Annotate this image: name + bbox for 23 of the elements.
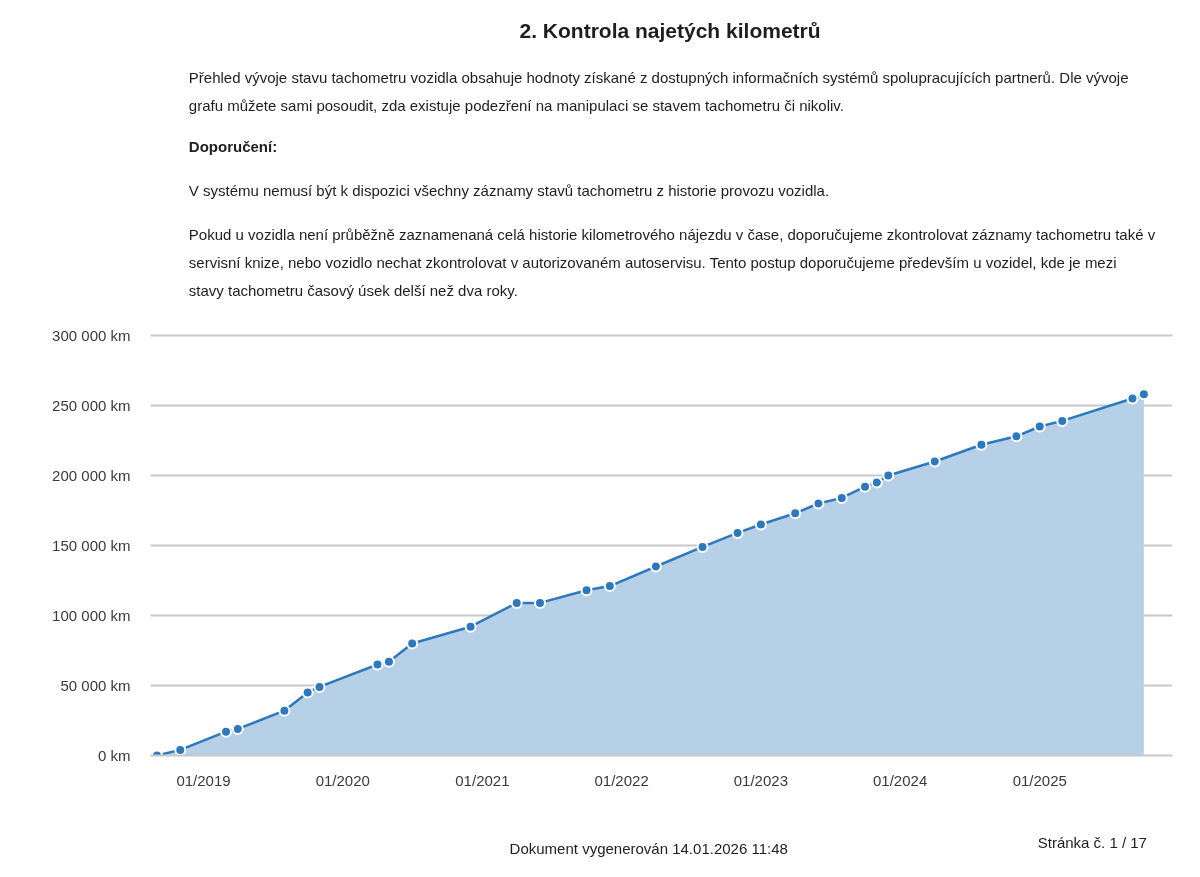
text: Stránka č. 1 / 17 [1037,834,1147,851]
chart-title: 2. Kontrola najetých kilometrů [519,19,821,42]
y-tick-label: 0 km [98,747,131,764]
point [870,476,883,489]
x-tick-label: 01/2024 [873,771,928,789]
text: Přehled vývoje stavu tachometru vozidla obsahuje hodnoty získané z dostupných informačních systémů spolupracujících partnerů. Dle vývoje grafu můžete sami posoudit, zda existuje podezření na manipulaci se stavem tachometru či nikoliv. [188,68,1129,114]
x-tick-label: 01/2025 [1012,771,1067,789]
x-tick-label: 01/2023 [733,771,788,789]
x-tick-label: 01/2021 [455,771,510,789]
y-tick-label: 100 000 km [52,607,131,624]
y-tick-label: 200 000 km [52,467,131,484]
x-tick-label: 01/2019 [176,771,231,789]
text: Doporučení: [188,137,278,155]
y-tick-label: 50 000 km [60,677,131,694]
x-tick-label: 01/2022 [594,771,649,789]
text: Dokument vygenerován 14.01.2026 11:48 [509,840,788,857]
text: Pokud u vozidla není průběžně zaznamenaná celá historie kilometrového nájezdu v čase, doporučujeme zkontrolovat záznamy tachometru také v servisní knize, nebo vozidlo nechat zkontrolovat v autorizovaném autoservisu. Tento postup doporučujeme především u vozidel, kde je mezi stavy tachometru časový úsek delší než dva roky. [188,225,1156,299]
text: V systému nemusí být k dispozici všechny záznamy stavů tachometru z historie provozu vozidla. [188,181,830,199]
y-tick-label: 250 000 km [52,397,131,414]
y-tick-label: 300 000 km [52,327,131,344]
x-tick-label: 01/2020 [315,771,370,789]
point [301,686,314,699]
y-tick-label: 150 000 km [52,537,131,554]
